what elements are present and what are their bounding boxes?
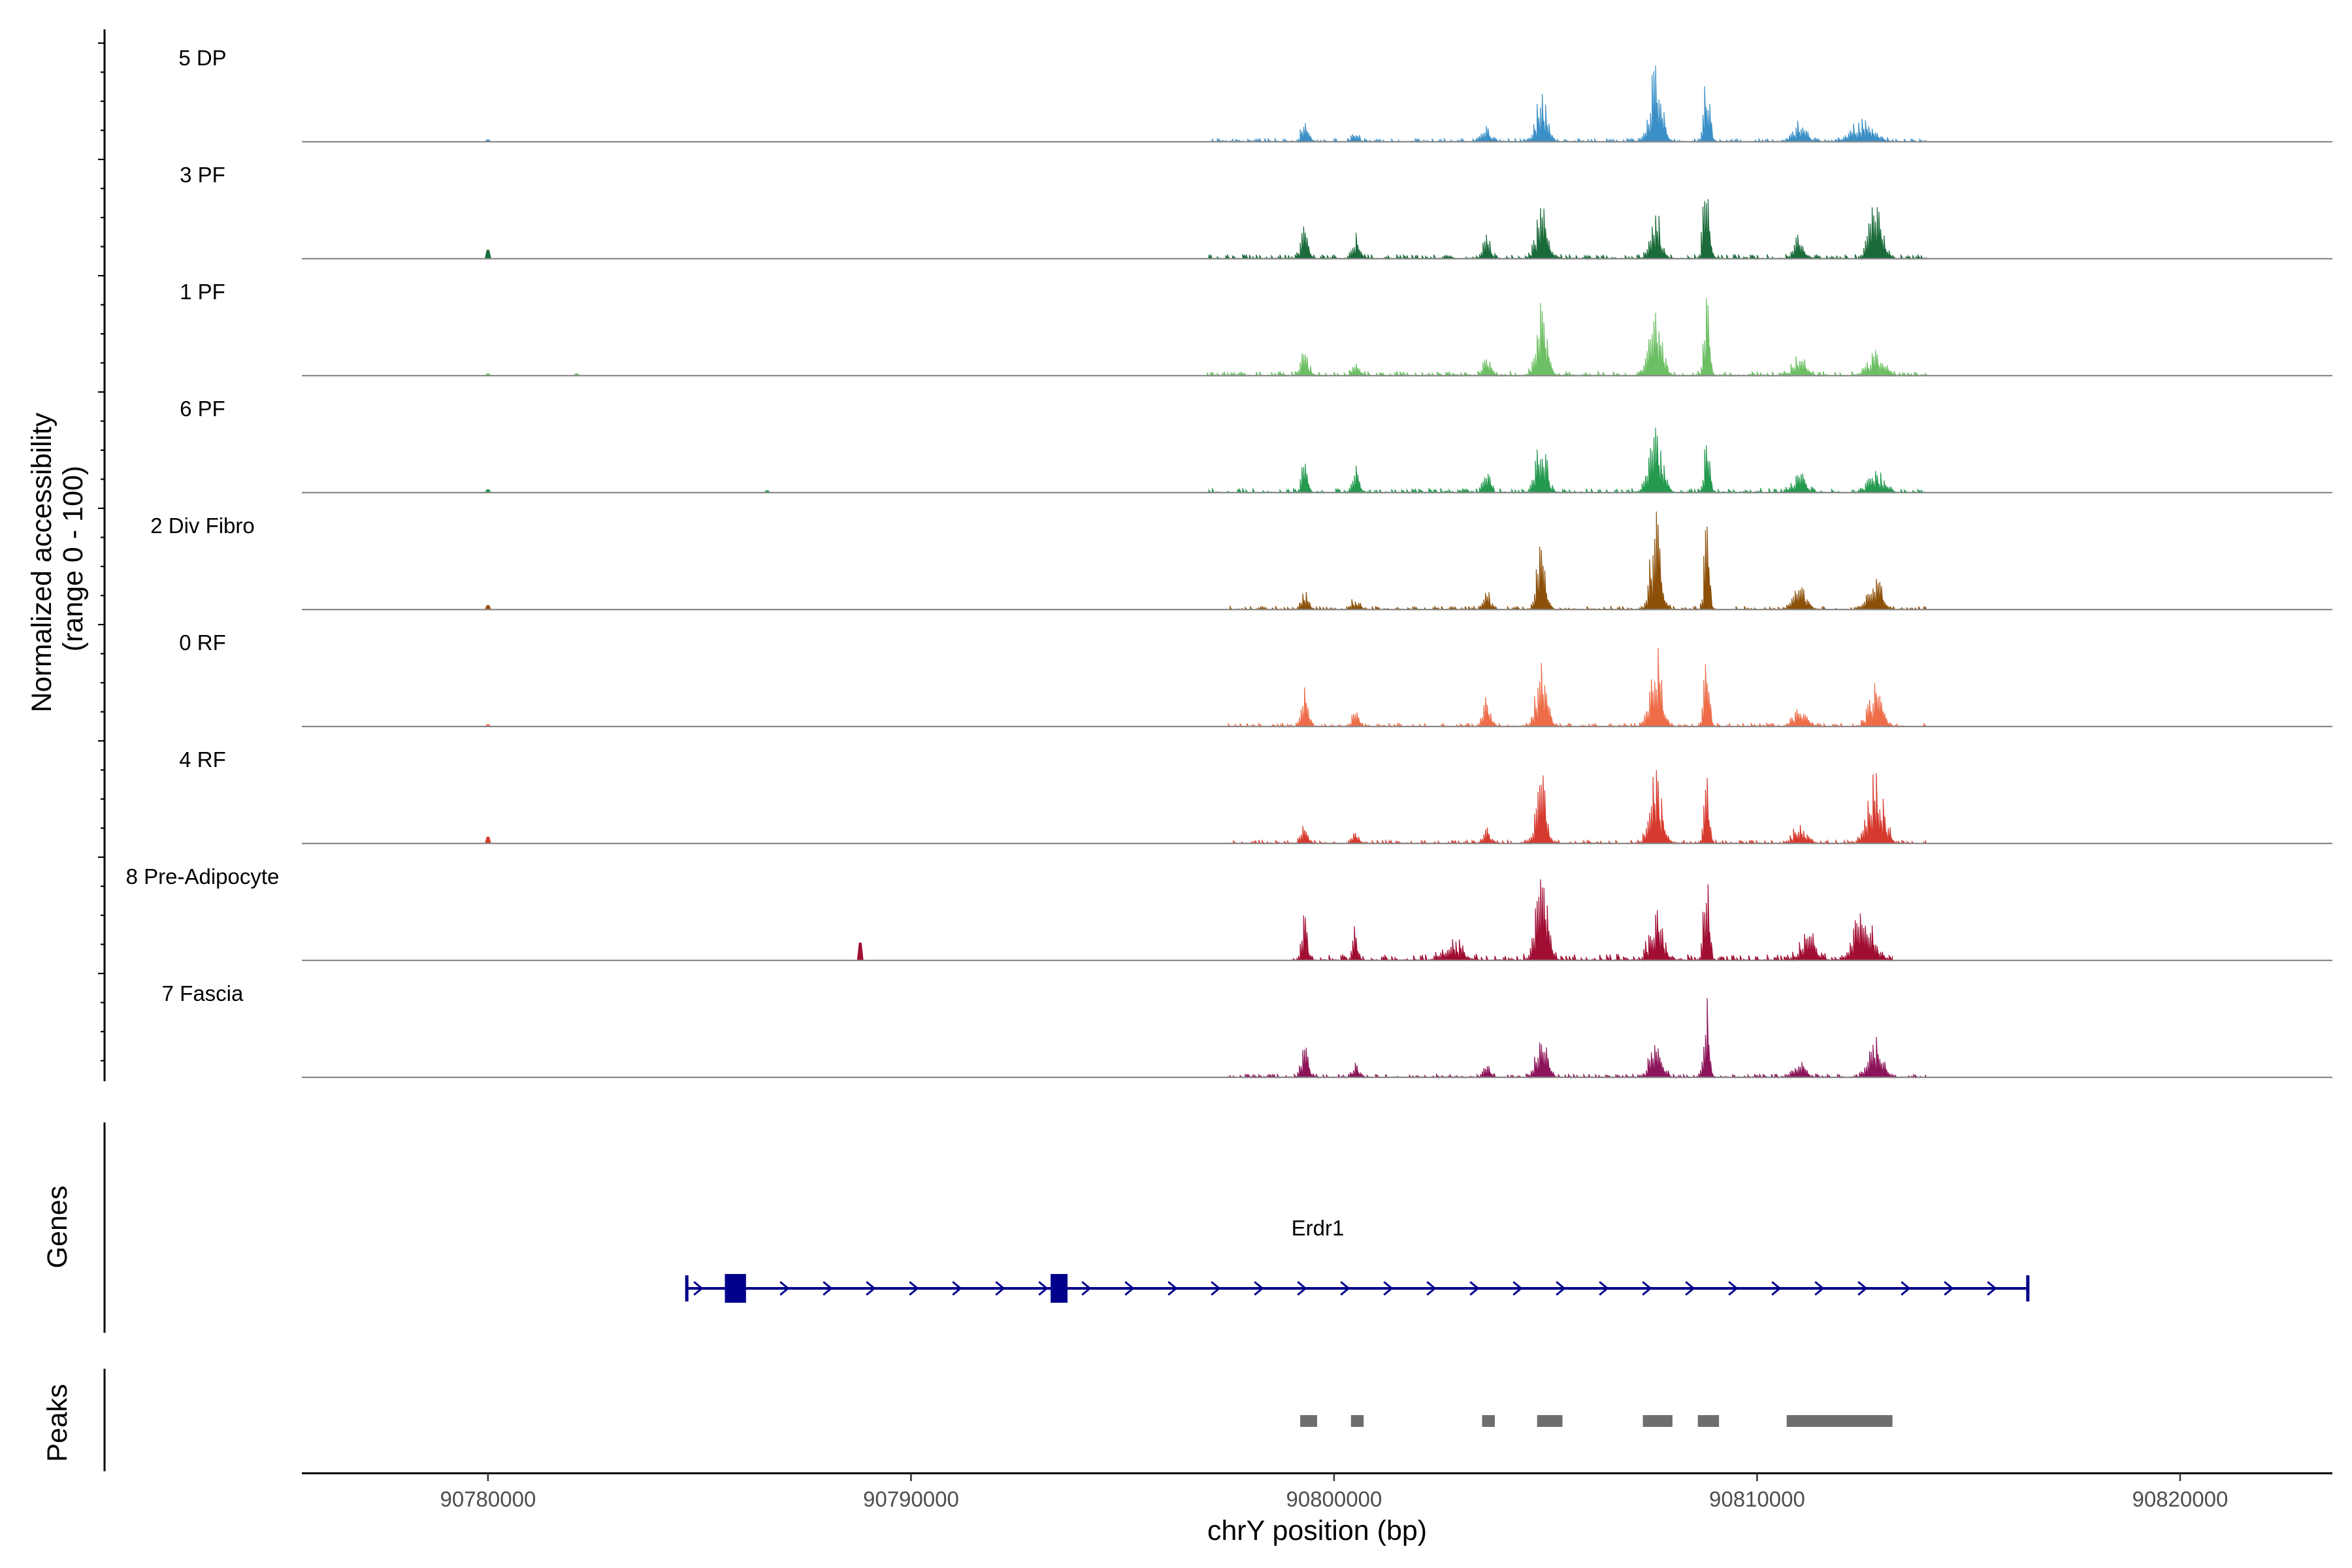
strand-arrow-icon [952, 1281, 962, 1296]
peak-region [1300, 1415, 1317, 1427]
track-label: 6 PF [180, 397, 225, 421]
track-label: 2 Div Fibro [150, 514, 255, 538]
x-tick-label: 90820000 [2132, 1487, 2228, 1511]
gene-exon [1051, 1274, 1068, 1303]
peak-region [1786, 1415, 1893, 1427]
strand-arrow-icon [1944, 1281, 1954, 1296]
strand-arrow-icon [1556, 1281, 1566, 1296]
track-1-pf: 1 PF [180, 280, 2332, 378]
coverage-spike [857, 942, 864, 960]
strand-arrow-icon [1038, 1281, 1049, 1296]
x-tick-label: 90810000 [1709, 1487, 1805, 1511]
track-label: 8 Pre-Adipocyte [126, 864, 280, 889]
strand-arrow-icon [1857, 1281, 1868, 1296]
strand-arrow-icon [1168, 1281, 1178, 1296]
peak-region [1350, 1415, 1364, 1427]
peaks-panel-label: Peaks [42, 1384, 73, 1462]
x-tick-label: 90780000 [440, 1487, 536, 1511]
strand-arrow-icon [995, 1281, 1005, 1296]
strand-arrow-icon [693, 1281, 704, 1296]
strand-arrow-icon [1297, 1281, 1307, 1296]
coverage-signal [1228, 511, 1927, 612]
x-axis-title: chrY position (bp) [1207, 1515, 1427, 1546]
track-label: 4 RF [179, 747, 226, 772]
strand-arrow-icon [1211, 1281, 1221, 1296]
coverage-signal [1207, 298, 1927, 378]
gene-panel: Erdr1 [685, 1216, 2030, 1303]
strand-arrow-icon [866, 1281, 876, 1296]
strand-arrow-icon [779, 1281, 790, 1296]
track-6-pf: 6 PF [180, 397, 2332, 495]
strand-arrow-icon [1771, 1281, 1782, 1296]
gene-exon [725, 1274, 746, 1303]
peak-region [1642, 1415, 1673, 1427]
coverage-signal [1207, 427, 1927, 495]
track-4-rf: 4 RF [179, 747, 2332, 845]
coverage-panel: 5 DP 3 PF 1 PF 6 PF 2 Div Fibro 0 RF 4 RF 8 Pre… [126, 46, 2332, 1079]
track-label: 0 RF [179, 630, 226, 655]
strand-arrow-icon [1469, 1281, 1480, 1296]
coverage-signal [1228, 770, 1927, 845]
track-label: 1 PF [180, 280, 225, 304]
strand-arrow-icon [1901, 1281, 1911, 1296]
x-axis: 90780000 90790000 90800000 90810000 90820000 [302, 1472, 2332, 1511]
left-axes [98, 29, 106, 1471]
gene-name-label: Erdr1 [1292, 1216, 1345, 1240]
strand-arrow-icon [1642, 1281, 1652, 1296]
strand-arrow-icon [1124, 1281, 1135, 1296]
coverage-signal [1291, 879, 1893, 962]
peak-region [1537, 1415, 1563, 1427]
track-3-pf: 3 PF [180, 163, 2332, 261]
strand-arrow-icon [1728, 1281, 1739, 1296]
peak-region [1482, 1415, 1495, 1427]
track-label: 5 DP [178, 46, 226, 70]
strand-arrow-icon [1081, 1281, 1092, 1296]
x-tick-label: 90790000 [863, 1487, 959, 1511]
coverage-signal [1207, 199, 1927, 261]
track-0-rf: 0 RF [179, 630, 2332, 728]
y-axis-title: Normalized accessibility (range 0 - 100) [26, 405, 89, 713]
y-axis-title-line-1: Normalized accessibility [26, 412, 57, 712]
track-8-pre-adipocyte: 8 Pre-Adipocyte [126, 864, 2332, 962]
strand-arrow-icon [1340, 1281, 1350, 1296]
track-label: 3 PF [180, 163, 225, 187]
strand-arrow-icon [1599, 1281, 1609, 1296]
strand-arrow-icon [1383, 1281, 1394, 1296]
coverage-signal [1228, 998, 1927, 1079]
track-7-fascia: 7 Fascia [162, 981, 2332, 1079]
coverage-spike [484, 605, 491, 610]
coverage-spike [484, 836, 491, 843]
strand-arrow-icon [909, 1281, 919, 1296]
strand-arrow-icon [1426, 1281, 1437, 1296]
genes-panel-label: Genes [42, 1186, 73, 1269]
peak-region [1697, 1415, 1720, 1427]
x-tick-label: 90800000 [1286, 1487, 1382, 1511]
track-5-dp: 5 DP [178, 46, 2332, 144]
peak-panel [1300, 1415, 1893, 1427]
strand-arrow-icon [1254, 1281, 1264, 1296]
gene-erdr1: Erdr1 [685, 1216, 2030, 1303]
strand-arrow-icon [823, 1281, 833, 1296]
strand-arrow-icon [1814, 1281, 1825, 1296]
y-axis-title-line-2: (range 0 - 100) [57, 466, 89, 651]
strand-arrow-icon [1512, 1281, 1523, 1296]
strand-arrow-icon [1987, 1281, 1997, 1296]
track-label: 7 Fascia [162, 981, 244, 1005]
coverage-spike [484, 489, 491, 493]
track-2-div-fibro: 2 Div Fibro [150, 511, 2332, 612]
coverage-signal [1207, 65, 1927, 144]
coverage-signal [1228, 647, 1927, 728]
coverage-spike [484, 250, 491, 259]
strand-arrow-icon [1685, 1281, 1695, 1296]
